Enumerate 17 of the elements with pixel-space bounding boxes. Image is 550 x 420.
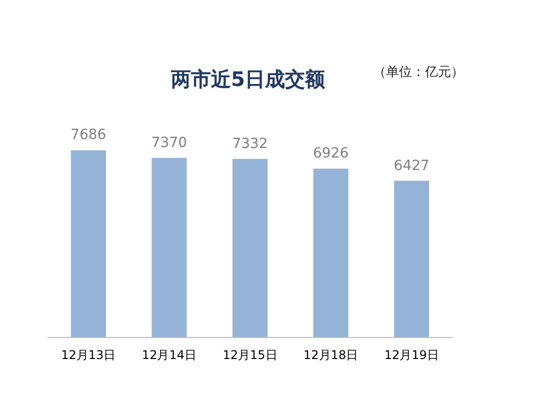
- bar: [394, 180, 430, 337]
- data-label: 7686: [70, 127, 106, 144]
- x-tick-label: 12月13日: [61, 348, 116, 362]
- data-label: 7332: [232, 136, 268, 152]
- data-label: 6926: [312, 146, 349, 162]
- chart-title: 两市近5日成交额: [170, 67, 326, 91]
- x-tick-label: 12月18日: [304, 348, 358, 362]
- bar: [152, 158, 187, 337]
- x-tick-label: 12月14日: [142, 348, 196, 362]
- text: （单位：亿元）: [373, 65, 464, 80]
- bar: [232, 158, 268, 337]
- x-tick-label: 12月15日: [222, 348, 278, 362]
- bar: [313, 168, 348, 337]
- data-label: 6427: [394, 158, 430, 174]
- x-tick-label: 12月19日: [384, 348, 439, 362]
- data-label: 7370: [151, 134, 188, 151]
- bar: [70, 150, 106, 337]
